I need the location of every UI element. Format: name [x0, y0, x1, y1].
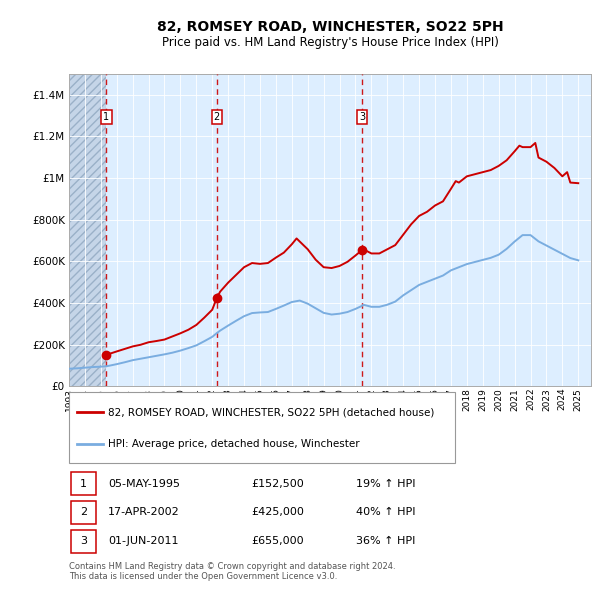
Text: 17-APR-2002: 17-APR-2002 — [108, 507, 180, 517]
Bar — [69, 74, 106, 386]
Text: £152,500: £152,500 — [252, 478, 304, 489]
FancyBboxPatch shape — [71, 472, 96, 495]
Text: 1: 1 — [80, 478, 87, 489]
Text: 2: 2 — [214, 112, 220, 122]
Text: 40% ↑ HPI: 40% ↑ HPI — [356, 507, 416, 517]
Text: HPI: Average price, detached house, Winchester: HPI: Average price, detached house, Winc… — [108, 439, 360, 449]
Text: 3: 3 — [359, 112, 365, 122]
FancyBboxPatch shape — [69, 392, 455, 463]
Text: 1: 1 — [103, 112, 109, 122]
Text: Contains HM Land Registry data © Crown copyright and database right 2024.
This d: Contains HM Land Registry data © Crown c… — [69, 562, 395, 581]
Text: 82, ROMSEY ROAD, WINCHESTER, SO22 5PH (detached house): 82, ROMSEY ROAD, WINCHESTER, SO22 5PH (d… — [108, 407, 434, 417]
Text: 05-MAY-1995: 05-MAY-1995 — [108, 478, 180, 489]
Text: 19% ↑ HPI: 19% ↑ HPI — [356, 478, 416, 489]
Text: 82, ROMSEY ROAD, WINCHESTER, SO22 5PH: 82, ROMSEY ROAD, WINCHESTER, SO22 5PH — [157, 19, 503, 34]
FancyBboxPatch shape — [71, 530, 96, 553]
Text: Price paid vs. HM Land Registry's House Price Index (HPI): Price paid vs. HM Land Registry's House … — [161, 36, 499, 49]
Text: £425,000: £425,000 — [252, 507, 305, 517]
Text: 3: 3 — [80, 536, 87, 546]
FancyBboxPatch shape — [71, 501, 96, 524]
Text: £655,000: £655,000 — [252, 536, 304, 546]
Text: 36% ↑ HPI: 36% ↑ HPI — [356, 536, 415, 546]
Text: 2: 2 — [80, 507, 87, 517]
Text: 01-JUN-2011: 01-JUN-2011 — [108, 536, 179, 546]
